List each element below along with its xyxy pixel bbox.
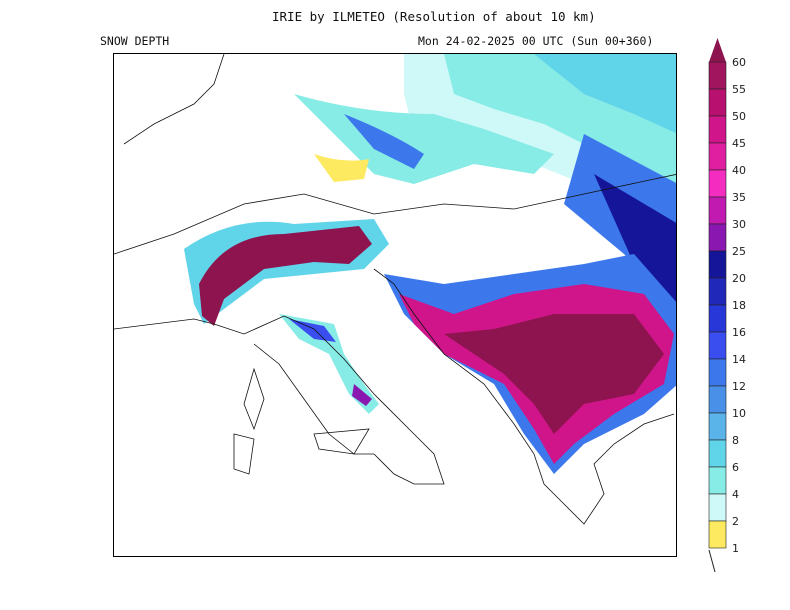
colorbar-swatch (708, 88, 727, 117)
colorbar-tick-label: 20 (732, 272, 746, 285)
colorbar-swatch (708, 358, 727, 387)
colorbar-tick-label: 35 (732, 191, 746, 204)
snow-field-alps (184, 219, 389, 326)
colorbar-tick-label: 25 (732, 245, 746, 258)
snow-depth-map (113, 53, 677, 557)
snow-field-apennines (279, 314, 379, 414)
colorbar-tail (708, 549, 716, 573)
colorbar-swatch (708, 412, 727, 441)
colorbar-tick-label: 14 (732, 353, 746, 366)
colorbar-tick-label: 12 (732, 380, 746, 393)
colorbar-tick-label: 55 (732, 83, 746, 96)
variable-label: SNOW DEPTH (100, 34, 170, 48)
colorbar-swatch (708, 520, 727, 549)
colorbar-swatch (708, 331, 727, 360)
snow-field-north (294, 54, 676, 312)
colorbar-tick-label: 8 (732, 434, 739, 447)
colorbar-tick-label: 6 (732, 461, 739, 474)
colorbar-swatch (708, 169, 727, 198)
colorbar-tick-label: 4 (732, 488, 739, 501)
colorbar-tick-label: 50 (732, 110, 746, 123)
snow-field-balkans (384, 254, 676, 474)
color-scale-legend: 60 55 50 45 40 35 30 25 20 18 16 14 12 10 8 6 4 2 1 (700, 36, 790, 576)
colorbar-tick-label: 18 (732, 299, 746, 312)
colorbar-swatch (708, 196, 727, 225)
valid-time-label: Mon 24-02-2025 00 UTC (Sun 00+360) (418, 34, 654, 48)
colorbar-swatch (708, 223, 727, 252)
colorbar-swatch (708, 61, 727, 90)
colorbar-swatch (708, 493, 727, 522)
colorbar-tick-label: 2 (732, 515, 739, 528)
colorbar-swatch (708, 466, 727, 495)
colorbar-swatch (708, 277, 727, 306)
colorbar-tick-label: 10 (732, 407, 746, 420)
colorbar-swatch (708, 250, 727, 279)
colorbar-swatch (708, 304, 727, 333)
colorbar-tick-label: 40 (732, 164, 746, 177)
colorbar-tick-label: 45 (732, 137, 746, 150)
colorbar-tick-label: 30 (732, 218, 746, 231)
colorbar-swatch (708, 115, 727, 144)
colorbar-tick-label: 60 (732, 56, 746, 69)
colorbar-swatch (708, 142, 727, 171)
colorbar-tick-label: 1 (732, 542, 739, 555)
colorbar-arrow-top (709, 38, 726, 62)
colorbar-swatch (708, 439, 727, 468)
colorbar-swatch (708, 385, 727, 414)
map-title: IRIE by ILMETEO (Resolution of about 10 … (272, 9, 596, 24)
colorbar-tick-label: 16 (732, 326, 746, 339)
